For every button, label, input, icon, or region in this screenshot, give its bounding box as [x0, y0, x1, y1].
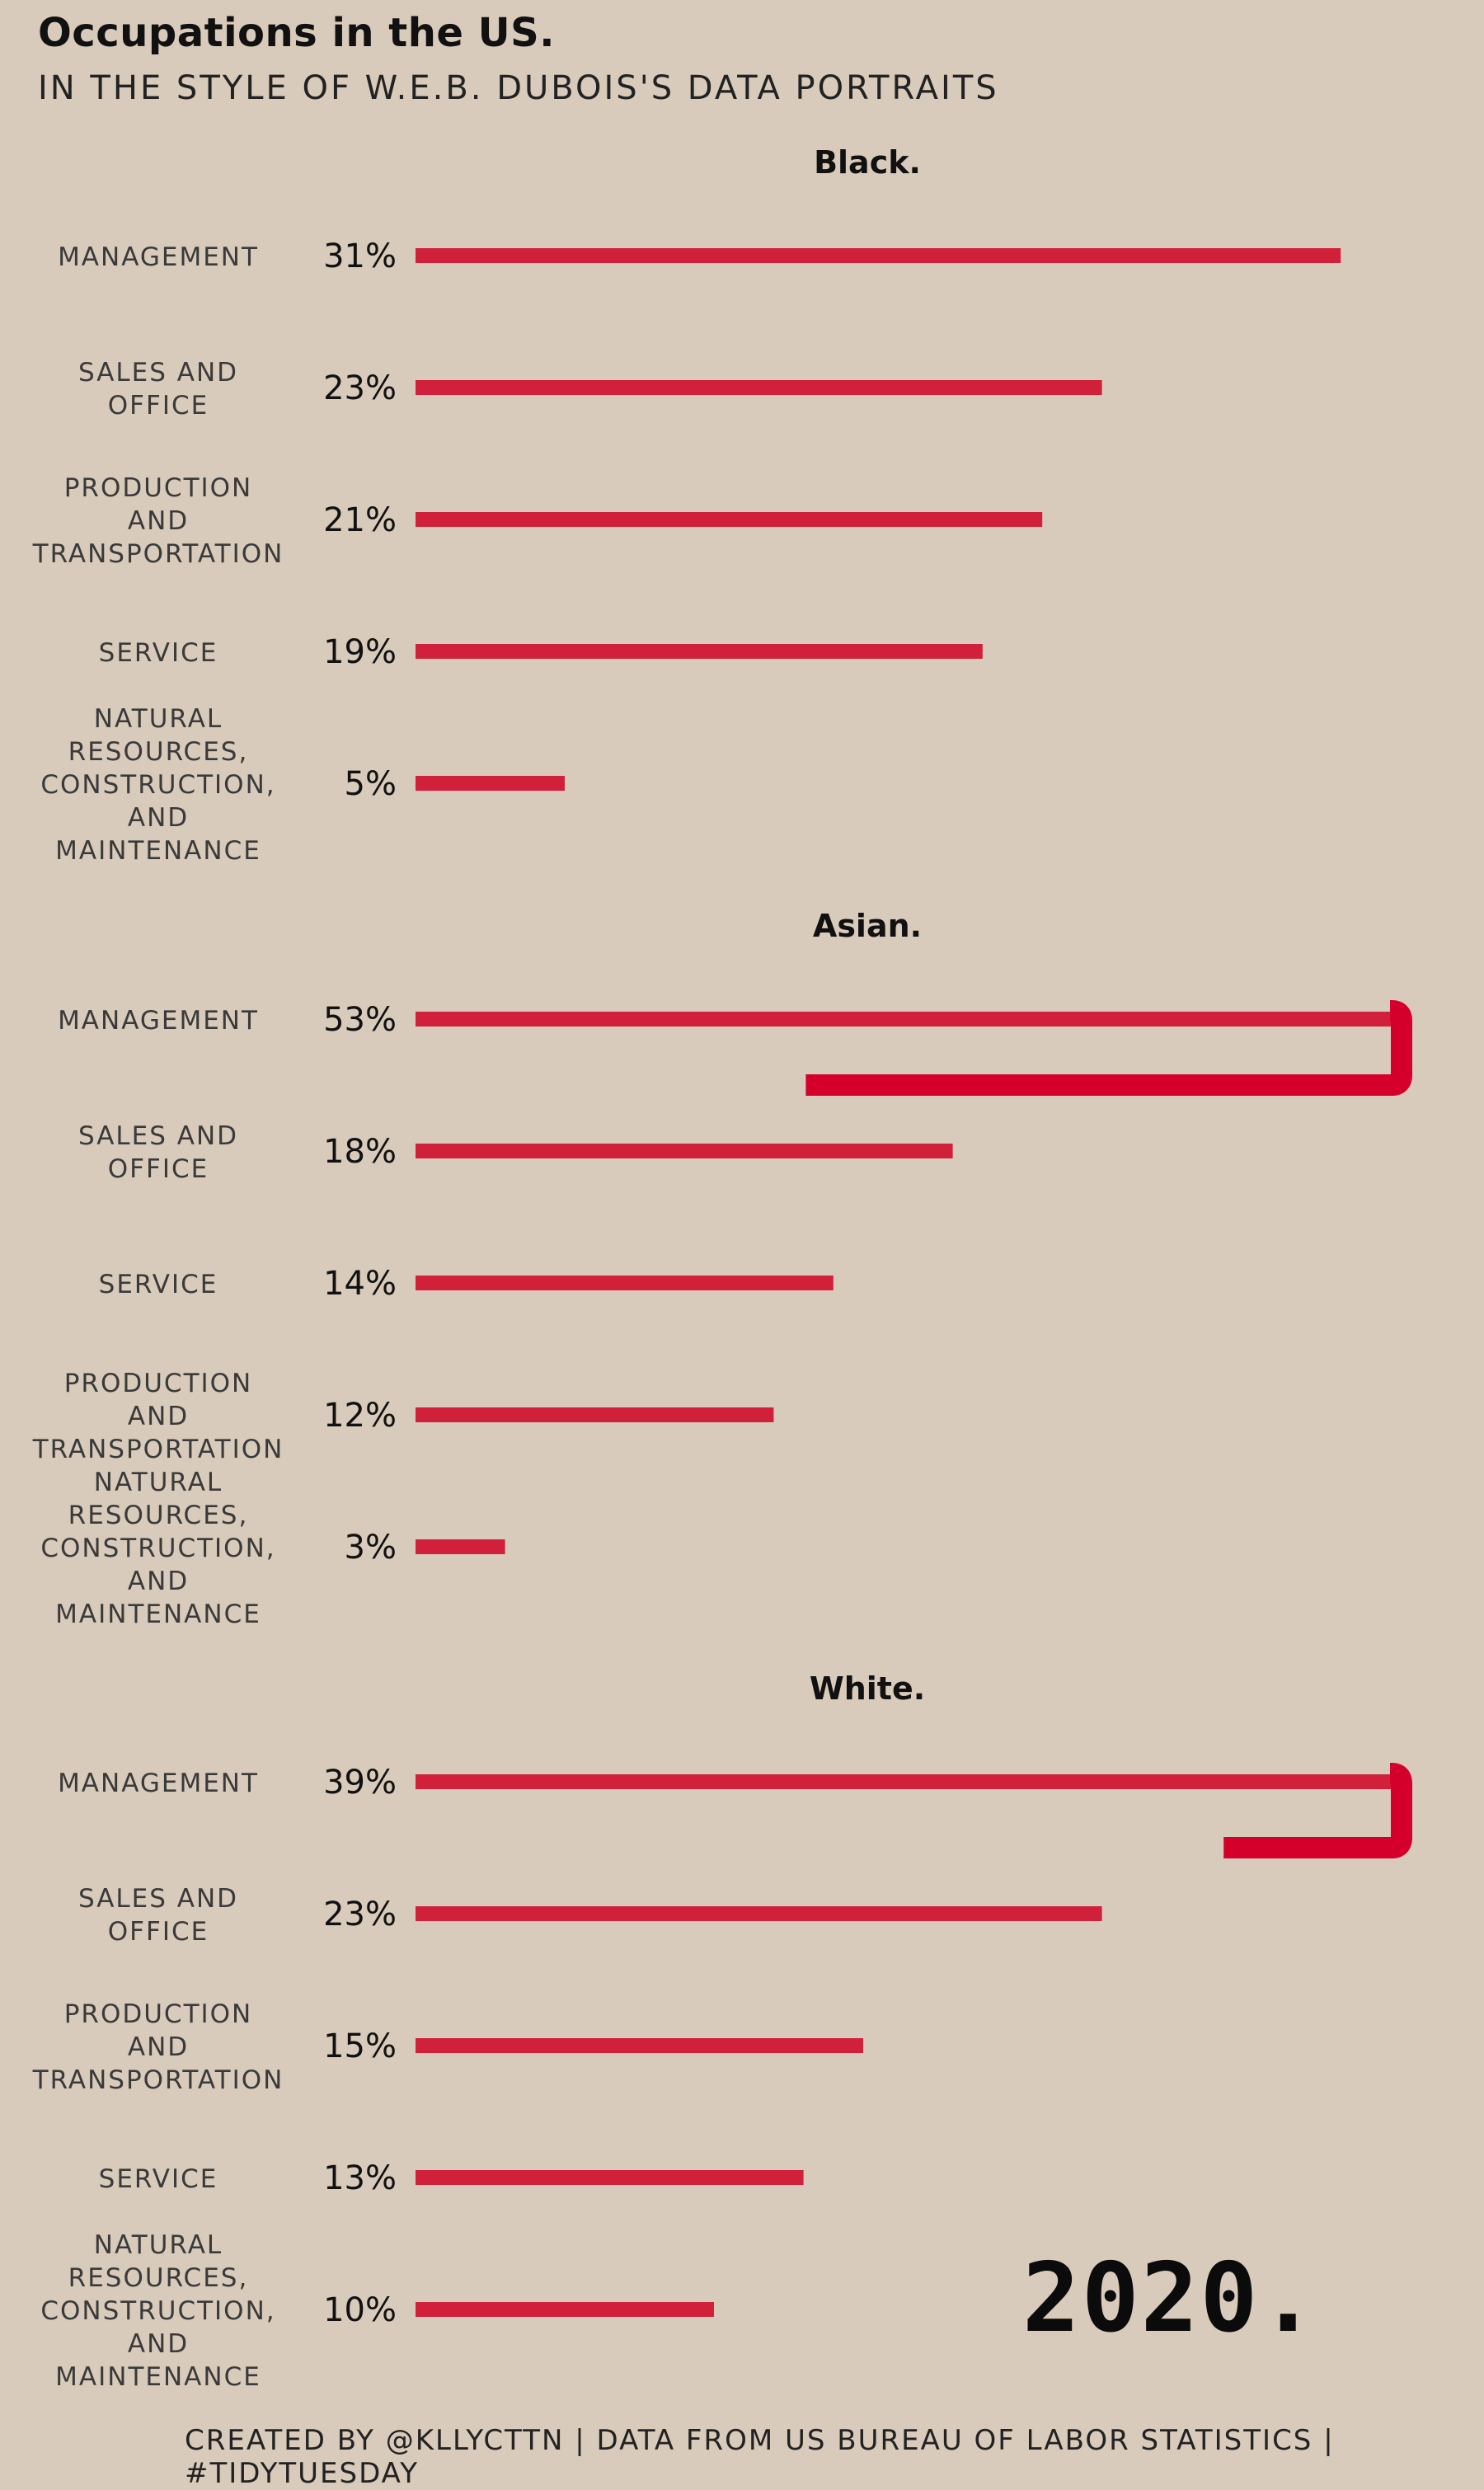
- bar: [416, 1906, 1102, 1921]
- category-label: PRODUCTION AND TRANSPORTATION: [32, 473, 284, 569]
- category-label: SERVICE: [99, 1270, 218, 1299]
- value-label: 13%: [323, 2159, 397, 2197]
- value-label: 3%: [345, 1529, 397, 1567]
- bar: [416, 1774, 1402, 1789]
- chart-section-2: White. MANAGEMENT 39% SALES AND OFFICE 23% PRO…: [32, 1670, 1412, 2392]
- category-label: NATURAL RESOURCES, CONSTRUCTION, AND MAINTEN…: [40, 2230, 275, 2392]
- bar: [416, 1407, 774, 1422]
- category-label: MANAGEMENT: [58, 1769, 259, 1798]
- bar: [416, 1144, 953, 1158]
- chart-subtitle: IN THE STYLE OF W.E.B. DUBOIS'S DATA POR…: [38, 69, 999, 107]
- category-label: SALES AND OFFICE: [78, 358, 238, 420]
- bar: [416, 1539, 505, 1554]
- category-label: NATURAL RESOURCES, CONSTRUCTION, AND MAINTEN…: [40, 1468, 275, 1629]
- category-label: NATURAL RESOURCES, CONSTRUCTION, AND MAINTEN…: [40, 704, 275, 866]
- value-label: 53%: [323, 1001, 397, 1039]
- value-label: 10%: [323, 2291, 397, 2329]
- category-label: SALES AND OFFICE: [78, 1884, 238, 1947]
- section-title: White.: [810, 1670, 925, 1707]
- category-label: MANAGEMENT: [58, 1006, 259, 1036]
- section-title: Black.: [814, 144, 921, 181]
- bar: [416, 1276, 834, 1290]
- value-label: 23%: [323, 1896, 397, 1933]
- value-label: 19%: [323, 633, 397, 671]
- value-label: 18%: [323, 1133, 397, 1171]
- value-label: 39%: [323, 1764, 397, 1802]
- bar: [416, 776, 565, 791]
- category-label: SERVICE: [99, 638, 218, 668]
- value-label: 15%: [323, 2027, 397, 2065]
- category-label: PRODUCTION AND TRANSPORTATION: [32, 1369, 284, 1464]
- bar: [416, 2170, 804, 2185]
- category-label: SERVICE: [99, 2164, 218, 2194]
- chart-section-1: Asian. MANAGEMENT 53% SALES AND OFFICE 18% SER…: [32, 908, 1412, 1629]
- value-label: 14%: [323, 1265, 397, 1303]
- bar: [416, 2038, 863, 2053]
- bar: [416, 512, 1043, 527]
- chart-title: Occupations in the US.: [38, 10, 555, 56]
- category-label: SALES AND OFFICE: [78, 1121, 238, 1184]
- bar: [416, 248, 1341, 263]
- bar: [416, 1012, 1402, 1027]
- value-label: 5%: [345, 765, 397, 803]
- value-label: 12%: [323, 1397, 397, 1435]
- chart-section-0: Black. MANAGEMENT 31% SALES AND OFFICE 23% PRO…: [32, 144, 1341, 866]
- bar: [416, 2302, 714, 2317]
- value-label: 21%: [323, 501, 397, 539]
- bar-wrap: [805, 1000, 1412, 1096]
- year-label: 2020.: [1022, 2243, 1319, 2354]
- caption: CREATED BY @KLLYCTTN | DATA FROM US BURE…: [185, 2424, 1335, 2490]
- value-label: 23%: [323, 369, 397, 407]
- bar: [416, 644, 983, 659]
- bar-wrap: [1223, 1763, 1412, 1858]
- bar: [416, 380, 1102, 395]
- value-label: 31%: [323, 237, 397, 275]
- section-title: Asian.: [813, 908, 922, 944]
- category-label: MANAGEMENT: [58, 242, 259, 272]
- category-label: PRODUCTION AND TRANSPORTATION: [32, 1999, 284, 2095]
